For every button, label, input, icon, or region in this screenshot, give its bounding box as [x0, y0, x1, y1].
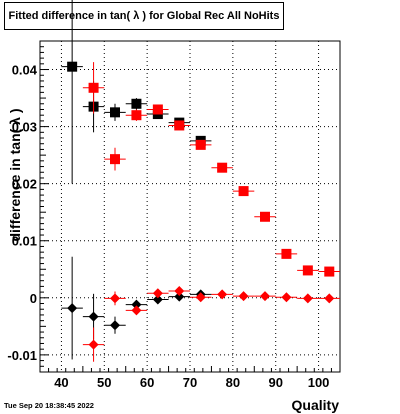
- data-point-square: [131, 98, 142, 109]
- data-point-square: [67, 61, 78, 72]
- data-point-square: [195, 139, 206, 150]
- data-point-diamond: [302, 293, 313, 304]
- data-point-square: [110, 107, 120, 118]
- plot-border: [39, 40, 341, 373]
- data-point-square: [217, 162, 228, 173]
- x-tick-label: 90: [268, 375, 282, 390]
- timestamp: Tue Sep 20 18:38:45 2022: [4, 401, 94, 410]
- x-axis: 40 50 60 70 80 90 100: [39, 366, 341, 390]
- data-point-square: [260, 211, 270, 222]
- y-tick-label: 0: [30, 291, 37, 306]
- data-point-diamond: [195, 292, 206, 303]
- data-point-diamond: [260, 291, 270, 302]
- y-tick-label: 0.01: [12, 234, 37, 249]
- data-point-square: [131, 110, 142, 121]
- x-tick-label: 60: [140, 375, 154, 390]
- data-point-diamond: [131, 305, 142, 316]
- x-tick-label: 40: [54, 375, 68, 390]
- data-point-diamond: [174, 285, 185, 296]
- data-point-diamond: [88, 311, 99, 322]
- y-axis-title: difference in tan( λ ): [7, 108, 23, 241]
- chart-title: Fitted difference in tan( λ ) for Global…: [4, 2, 284, 30]
- data-markers: [61, 0, 340, 362]
- data-point-square: [281, 248, 292, 259]
- data-point-diamond: [67, 303, 78, 314]
- data-point-diamond: [281, 292, 292, 303]
- data-point-diamond: [152, 288, 163, 299]
- x-tick-label: 70: [183, 375, 197, 390]
- data-point-diamond: [174, 291, 185, 302]
- data-point-diamond: [88, 339, 99, 350]
- plot-frame: [39, 40, 341, 373]
- y-tick-label: -0.01: [7, 348, 37, 363]
- data-point-square: [152, 104, 163, 115]
- data-point-diamond: [152, 294, 163, 305]
- x-tick-label: 100: [308, 375, 330, 390]
- data-point-diamond: [217, 289, 228, 300]
- data-point-square: [302, 265, 313, 276]
- data-point-square: [174, 120, 185, 131]
- x-tick-label: 50: [97, 375, 111, 390]
- y-tick-label: 0.04: [12, 63, 38, 78]
- y-axis: -0.01 0 0.01 0.02 0.03 0.04: [7, 40, 49, 373]
- y-tick-label: 0.03: [12, 120, 37, 135]
- data-point-diamond: [110, 320, 120, 331]
- x-tick-label: 80: [226, 375, 240, 390]
- data-point-diamond: [110, 293, 120, 304]
- data-point-square: [88, 82, 99, 93]
- data-point-square: [238, 186, 249, 197]
- data-point-diamond: [131, 299, 142, 310]
- data-point-square: [324, 266, 335, 277]
- x-axis-title: Quality: [292, 397, 340, 413]
- y-tick-label: 0.02: [12, 177, 37, 192]
- data-point-diamond: [238, 291, 249, 302]
- data-point-diamond: [324, 293, 335, 304]
- grid-lines: [40, 41, 340, 372]
- data-point-square: [110, 154, 120, 165]
